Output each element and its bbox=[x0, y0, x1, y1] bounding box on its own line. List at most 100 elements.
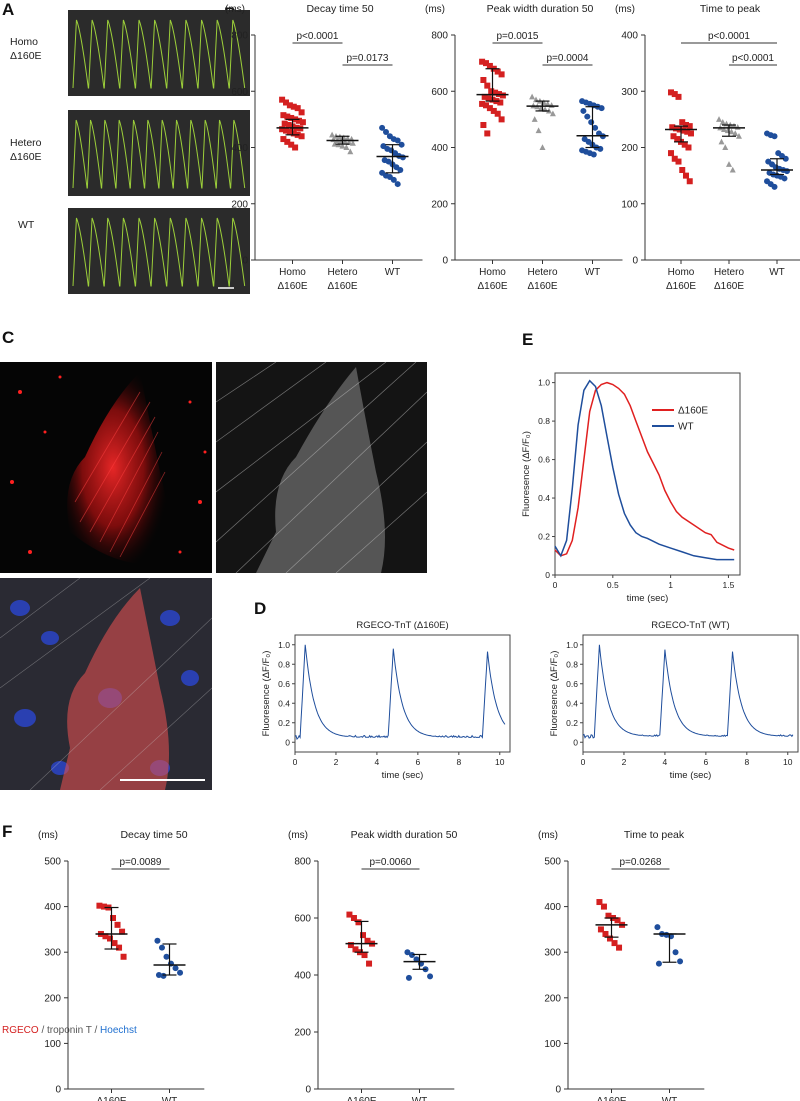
y-tick-label: 1.0 bbox=[538, 378, 550, 388]
x-axis-label: time (sec) bbox=[670, 770, 712, 781]
data-point bbox=[349, 140, 356, 146]
x-tick-label: 6 bbox=[703, 757, 708, 767]
chart-B2: Peak width duration 50 (ms) 0 200 400 600 800 H… bbox=[425, 3, 623, 292]
data-point bbox=[279, 96, 286, 103]
data-point bbox=[602, 930, 609, 937]
data-point bbox=[100, 903, 107, 910]
y-tick-label: 600 bbox=[431, 87, 448, 98]
x-tick-label: Homo bbox=[479, 267, 506, 278]
data-point bbox=[294, 105, 301, 112]
data-point bbox=[716, 116, 723, 122]
data-point bbox=[682, 122, 689, 128]
data-point bbox=[344, 135, 351, 141]
chart-title: Decay time 50 bbox=[306, 3, 373, 15]
data-point bbox=[383, 129, 389, 136]
data-point bbox=[535, 127, 542, 134]
x-tick-label: 6 bbox=[415, 757, 420, 767]
data-point bbox=[399, 154, 406, 161]
data-point bbox=[172, 965, 179, 972]
x-tick-label: 2 bbox=[334, 757, 339, 767]
data-point bbox=[350, 915, 357, 921]
data-point bbox=[154, 937, 161, 944]
x-tick-label: 4 bbox=[663, 757, 668, 767]
legend-label: WT bbox=[678, 422, 694, 433]
data-point bbox=[771, 133, 778, 140]
y-tick-label: 100 bbox=[544, 1039, 561, 1050]
y-tick-label: 800 bbox=[231, 31, 248, 42]
chart-title: Peak width duration 50 bbox=[351, 829, 458, 841]
panel-a-label-hetero: Hetero Δ160E bbox=[10, 137, 42, 163]
data-point bbox=[379, 124, 386, 131]
panel-a-label-homo: Homo Δ160E bbox=[10, 36, 42, 62]
data-point bbox=[674, 136, 681, 143]
data-point bbox=[110, 915, 117, 921]
x-tick-label: Δ160E bbox=[714, 281, 744, 292]
data-point bbox=[531, 116, 538, 122]
chart-title: Peak width duration 50 bbox=[487, 3, 594, 15]
data-point bbox=[497, 99, 504, 106]
data-point bbox=[114, 921, 121, 928]
data-point bbox=[485, 95, 492, 102]
x-tick-label: Hetero bbox=[327, 267, 357, 278]
data-point bbox=[483, 60, 489, 67]
data-point bbox=[96, 902, 103, 909]
y-tick-label: 400 bbox=[231, 143, 248, 154]
data-point bbox=[671, 155, 678, 162]
data-point bbox=[597, 145, 604, 152]
data-point bbox=[397, 167, 404, 173]
trace-image-wt bbox=[68, 208, 250, 294]
chart-D1: 0 0.2 0.4 0.6 0.8 1.0 0 2 4 6 8 10 time (sec) Fluores… bbox=[261, 620, 511, 781]
x-tick-label: Δ160E bbox=[527, 281, 557, 292]
data-point bbox=[680, 127, 687, 134]
y-tick-label: 0.8 bbox=[566, 659, 578, 669]
data-point bbox=[479, 58, 486, 65]
data-point bbox=[494, 110, 501, 117]
x-tick-label: WT bbox=[385, 267, 401, 278]
panel-label-e: E bbox=[522, 330, 534, 349]
data-point bbox=[686, 178, 693, 185]
data-point bbox=[160, 972, 167, 979]
data-point bbox=[360, 932, 367, 939]
data-point bbox=[346, 139, 352, 145]
y-tick-label: 0 bbox=[55, 1085, 61, 1096]
x-tick-label: Δ160E bbox=[327, 281, 357, 292]
x-tick-label: WT bbox=[585, 267, 601, 278]
y-tick-label: 0.4 bbox=[566, 698, 578, 708]
data-point bbox=[352, 946, 359, 953]
data-point bbox=[668, 150, 675, 157]
y-tick-label: 0 bbox=[632, 256, 638, 267]
data-point bbox=[366, 960, 373, 967]
y-tick-label: 0 bbox=[242, 256, 248, 267]
y-tick-label: 0.8 bbox=[278, 659, 290, 669]
chart-title: Decay time 50 bbox=[120, 829, 187, 841]
data-point bbox=[654, 924, 661, 931]
data-point bbox=[584, 113, 591, 120]
y-tick-label: 0 bbox=[305, 1085, 311, 1096]
x-tick-label: WT bbox=[162, 1096, 178, 1101]
data-point bbox=[290, 103, 297, 110]
y-tick-label: 200 bbox=[44, 993, 61, 1004]
data-point bbox=[735, 133, 742, 139]
data-point bbox=[408, 952, 415, 959]
data-point bbox=[722, 144, 729, 150]
data-point bbox=[481, 93, 488, 100]
data-point bbox=[119, 928, 126, 935]
chart-E: 0 0.2 0.4 0.6 0.8 1.0 0 0.5 1 1.5 time (sec) Fluore… bbox=[521, 372, 741, 604]
x-tick-label: 10 bbox=[783, 757, 793, 767]
p-value-label: p=0.0268 bbox=[620, 857, 662, 868]
trace-line bbox=[582, 644, 794, 739]
data-point bbox=[355, 919, 362, 926]
data-point bbox=[298, 109, 305, 116]
chart-F2: Peak width duration 50 (ms) 0 200 400 600 800 Δ… bbox=[288, 829, 458, 1101]
x-tick-label: 0.5 bbox=[607, 580, 619, 590]
data-point bbox=[299, 119, 306, 126]
data-point bbox=[499, 92, 506, 99]
panel-a-label-wt: WT bbox=[18, 219, 35, 231]
y-tick-label: 200 bbox=[621, 143, 638, 154]
trace-line bbox=[294, 644, 506, 740]
legend-troponin: troponin T bbox=[47, 1025, 92, 1036]
data-point bbox=[394, 137, 401, 144]
y-axis-label: Fluoresence (ΔF/F₀) bbox=[521, 431, 532, 517]
data-point bbox=[480, 122, 487, 128]
data-point bbox=[390, 176, 397, 183]
